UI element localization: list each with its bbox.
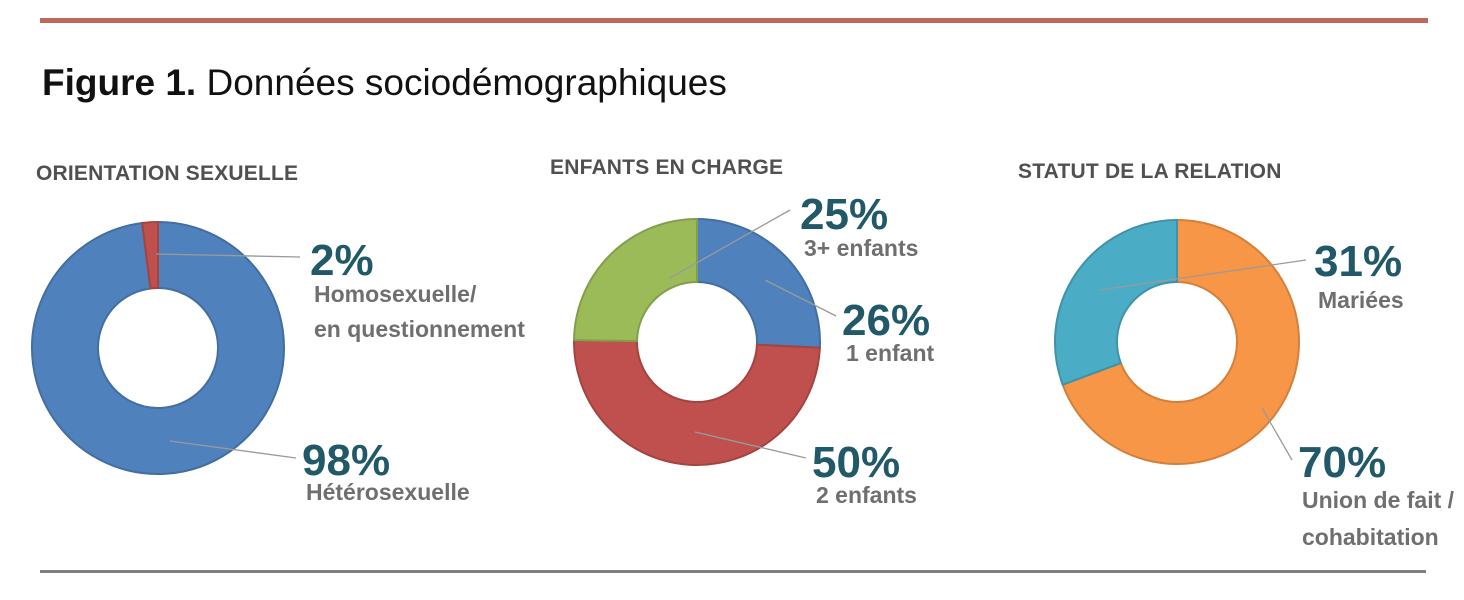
slice-category-label: Hétérosexuelle — [306, 479, 470, 505]
chart-title-enfants: ENFANTS EN CHARGE — [550, 156, 784, 179]
chart-title-orientation: ORIENTATION SEXUELLE — [36, 162, 299, 185]
leader-line — [1099, 259, 1307, 291]
slice-percent-label: 2% — [310, 236, 374, 285]
donut-slice — [1054, 218, 1178, 387]
leader-line — [764, 279, 837, 317]
donut-slice — [572, 217, 698, 343]
slice-category-label: en questionnement — [314, 316, 525, 342]
leader-line — [1261, 407, 1293, 461]
donut-chart-3: 70%Union de fait / cohabitation 31%Mariées — [1054, 218, 1455, 550]
slice-category-label: 1 enfant — [846, 340, 935, 366]
chart-title-statut: STATUT DE LA RELATION — [1018, 160, 1282, 183]
slice-category-label: Union de fait / — [1302, 487, 1455, 513]
donut-slice — [141, 220, 159, 290]
donut-chart-1: 98%Hétérosexuelle 2%Homosexuelle/en quest… — [31, 220, 525, 505]
bottom-rule — [40, 570, 1426, 573]
slice-percent-label: 26% — [842, 296, 930, 345]
slice-category-label: 3+ enfants — [804, 235, 918, 261]
donut-slice — [1061, 218, 1300, 465]
leader-line — [694, 431, 807, 459]
leader-line — [669, 209, 791, 279]
figure-label: Figure 1. — [42, 62, 197, 103]
figure-title: Figure 1. Données sociodémographiques — [42, 62, 727, 104]
donut-slice — [31, 220, 285, 475]
slice-category-label: Homosexuelle/ — [314, 281, 477, 307]
donut-slice — [573, 339, 821, 466]
top-rule — [40, 18, 1428, 23]
slice-percent-label: 70% — [1298, 438, 1386, 487]
leader-line — [155, 253, 301, 258]
slice-percent-label: 98% — [302, 436, 390, 485]
donut-chart-2: 26%1 enfant 50%2 enfants 25%3+ enfants — [572, 190, 935, 508]
leader-line — [169, 440, 297, 459]
slice-percent-label: 50% — [812, 438, 900, 487]
slice-percent-label: 25% — [800, 190, 888, 239]
slice-percent-label: 31% — [1314, 237, 1402, 286]
slice-category-label: cohabitation — [1302, 524, 1439, 550]
slice-category-label: 2 enfants — [816, 482, 917, 508]
slice-category-label: Mariées — [1318, 287, 1404, 313]
figure-title-text: Données sociodémographiques — [206, 62, 727, 103]
